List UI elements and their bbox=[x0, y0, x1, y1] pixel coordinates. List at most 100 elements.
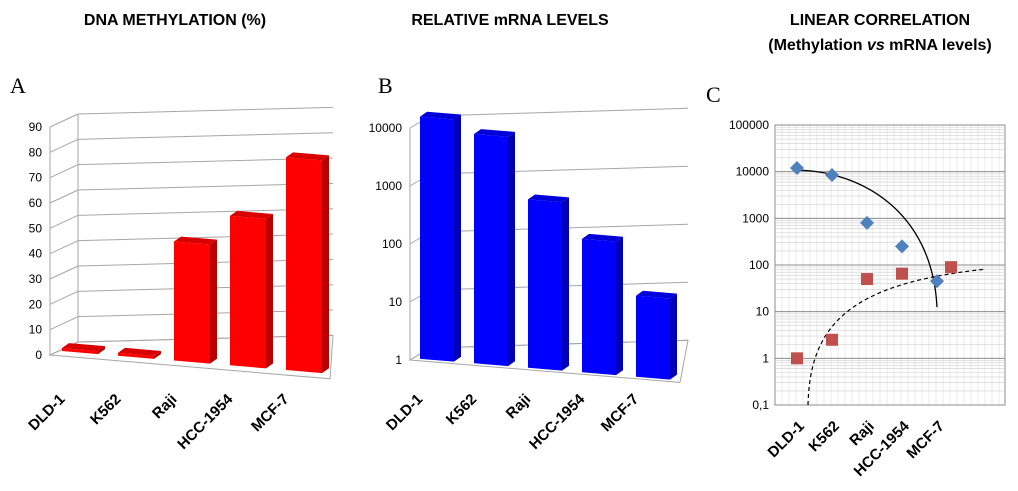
bar-k562 bbox=[118, 347, 161, 359]
y-tick-label: 90 bbox=[29, 120, 43, 134]
title-c-line1: LINEAR CORRELATION bbox=[790, 12, 970, 29]
bar-side bbox=[562, 197, 569, 371]
bar-front bbox=[174, 241, 210, 364]
bar-front bbox=[636, 295, 670, 380]
side-gridline bbox=[49, 316, 79, 331]
bar-side bbox=[454, 114, 461, 362]
x-tick-label: MCF-7 bbox=[903, 418, 947, 462]
x-tick-label: Raji bbox=[149, 391, 180, 422]
bar-front bbox=[230, 215, 266, 369]
side-gridline bbox=[49, 265, 79, 280]
trendline-solid bbox=[799, 169, 938, 308]
diamond-marker bbox=[895, 239, 909, 254]
bar-side bbox=[154, 350, 161, 359]
square-marker bbox=[791, 352, 803, 365]
diamond-marker bbox=[930, 274, 944, 289]
panel-label-a: A bbox=[10, 73, 26, 98]
square-marker bbox=[826, 333, 838, 346]
y-tick-label: 60 bbox=[29, 196, 43, 210]
y-tick-label: 10 bbox=[29, 323, 43, 337]
x-tick-label: MCF-7 bbox=[598, 391, 642, 435]
x-tick-label: DLD-1 bbox=[765, 418, 808, 461]
bar-side bbox=[508, 131, 515, 367]
square-marker bbox=[945, 261, 957, 274]
bar-top bbox=[286, 152, 329, 161]
bar-side bbox=[616, 236, 623, 376]
y-tick-label: 10 bbox=[756, 305, 770, 319]
diamond-marker bbox=[790, 160, 804, 175]
bar-side bbox=[322, 155, 329, 374]
bar-side bbox=[266, 213, 273, 369]
x-tick-label: Raji bbox=[503, 391, 534, 422]
bar-front bbox=[118, 352, 154, 359]
bar-top bbox=[420, 111, 461, 120]
trendline-dashed bbox=[807, 268, 986, 406]
bar-mcf-7 bbox=[286, 152, 329, 374]
bar-dld-1 bbox=[420, 111, 461, 362]
y-tick-label: 50 bbox=[29, 221, 43, 235]
side-gridline bbox=[49, 164, 79, 179]
x-tick-label: DLD-1 bbox=[25, 391, 68, 434]
gridline bbox=[429, 107, 689, 117]
bar-top bbox=[474, 129, 515, 137]
x-tick-label: K562 bbox=[87, 391, 124, 428]
x-tick-label: MCF-7 bbox=[248, 391, 292, 435]
square-marker bbox=[896, 267, 908, 280]
bar-raji bbox=[174, 236, 217, 364]
bar-top bbox=[582, 233, 623, 242]
y-tick-label: 10000 bbox=[369, 121, 403, 135]
bar-top bbox=[62, 343, 105, 352]
bar-k562 bbox=[474, 129, 515, 367]
side-gridline bbox=[49, 240, 79, 255]
side-gridline bbox=[49, 214, 79, 229]
gridline bbox=[77, 106, 334, 115]
y-tick-label: 1 bbox=[762, 351, 769, 365]
title-c-part2: vs bbox=[867, 37, 885, 54]
bar-raji bbox=[528, 194, 569, 371]
bar-side bbox=[670, 293, 677, 380]
y-tick-label: 30 bbox=[29, 272, 43, 286]
bar-dld-1 bbox=[62, 343, 105, 355]
bar-top bbox=[174, 236, 217, 245]
x-tick-label: HCC-1954 bbox=[526, 390, 589, 453]
bar-top bbox=[230, 210, 273, 219]
x-tick-label: K562 bbox=[443, 391, 480, 428]
y-tick-label: 100 bbox=[382, 237, 402, 251]
title-c-line2: (Methylation vs mRNA levels) bbox=[768, 37, 991, 54]
y-tick-label: 100 bbox=[749, 258, 769, 272]
bar-front bbox=[420, 116, 454, 362]
gridline bbox=[429, 165, 689, 175]
y-tick-label: 80 bbox=[29, 145, 43, 159]
panel-label-b: B bbox=[378, 73, 393, 98]
y-tick-label: 10000 bbox=[736, 165, 770, 179]
y-tick-label: 1 bbox=[395, 353, 402, 367]
bar-front bbox=[528, 199, 562, 371]
diamond-marker bbox=[825, 167, 839, 182]
side-gridline bbox=[49, 138, 79, 153]
square-marker bbox=[861, 273, 873, 286]
bar-front bbox=[474, 133, 508, 367]
diamond-marker bbox=[860, 215, 874, 230]
bar-front bbox=[582, 238, 616, 376]
bar-side bbox=[210, 239, 217, 364]
y-tick-label: 20 bbox=[29, 297, 43, 311]
title-b: RELATIVE mRNA LEVELS bbox=[411, 12, 609, 29]
bar-mcf-7 bbox=[636, 290, 677, 380]
bar-front bbox=[286, 157, 322, 374]
side-gridline bbox=[49, 290, 79, 305]
y-tick-label: 0,1 bbox=[752, 398, 769, 412]
bar-top bbox=[118, 347, 161, 356]
bar-side bbox=[98, 346, 105, 355]
bar-top bbox=[528, 194, 569, 203]
y-tick-label: 40 bbox=[29, 247, 43, 261]
y-tick-label: 1000 bbox=[375, 179, 402, 193]
y-tick-label: 1000 bbox=[742, 211, 769, 225]
gridline bbox=[77, 132, 334, 140]
y-tick-label: 100000 bbox=[729, 118, 769, 132]
title-c-part3: mRNA levels) bbox=[885, 37, 992, 54]
bar-hcc-1954 bbox=[230, 210, 273, 369]
bar-top bbox=[636, 290, 677, 299]
